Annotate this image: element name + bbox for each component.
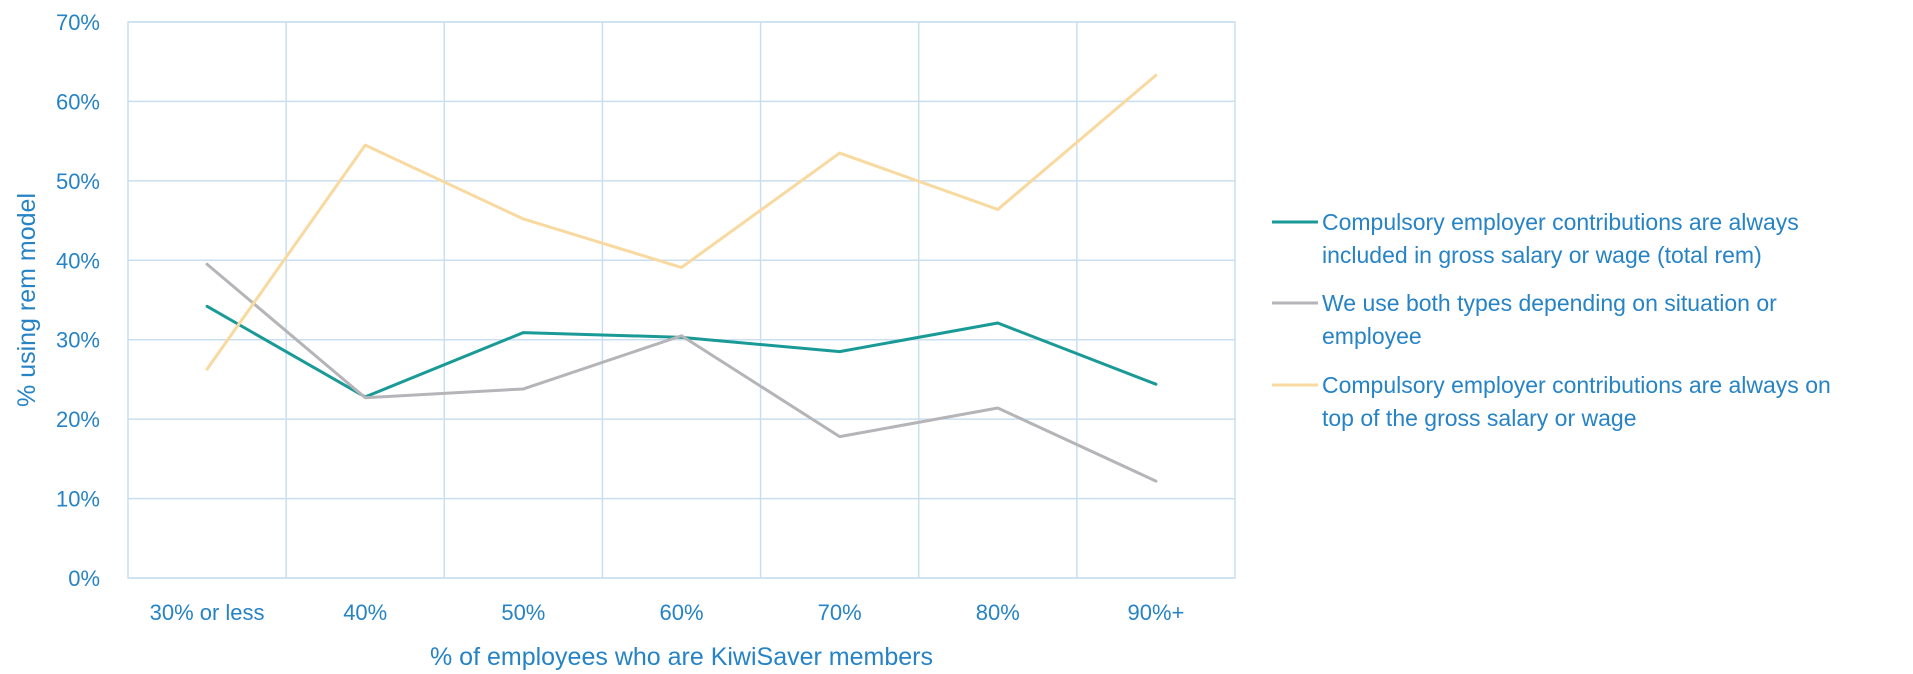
x-tick-label: 90%+ <box>1127 600 1184 625</box>
series-line-2 <box>205 262 1158 483</box>
legend-label-1: Compulsory employer contributions are al… <box>1322 209 1799 235</box>
x-tick-label: 50% <box>501 600 545 625</box>
y-tick-label: 0% <box>68 566 100 591</box>
y-tick-label: 30% <box>56 328 100 353</box>
x-tick-label: 70% <box>818 600 862 625</box>
series-lines <box>205 73 1158 483</box>
x-tick-label: 60% <box>659 600 703 625</box>
plot-area-border <box>127 21 1236 579</box>
legend-label-3: Compulsory employer contributions are al… <box>1322 372 1831 398</box>
x-axis-ticks: 30% or less 40% 50% 60% 70% 80% 90%+ <box>150 600 1185 625</box>
x-tick-label: 40% <box>343 600 387 625</box>
x-axis-title: % of employees who are KiwiSaver members <box>430 643 933 671</box>
legend: Compulsory employer contributions are al… <box>1272 209 1831 431</box>
legend-label-2: employee <box>1322 323 1422 349</box>
legend-label-3: top of the gross salary or wage <box>1322 405 1637 431</box>
gridlines <box>127 21 1236 579</box>
legend-label-2: We use both types depending on situation… <box>1322 290 1777 316</box>
x-tick-label: 30% or less <box>150 600 265 625</box>
y-axis-ticks: 0% 10% 20% 30% 40% 50% 60% 70% <box>56 10 100 591</box>
y-tick-label: 40% <box>56 248 100 273</box>
y-tick-label: 20% <box>56 407 100 432</box>
y-axis-title: % using rem model <box>13 193 41 407</box>
y-tick-label: 70% <box>56 10 100 35</box>
y-tick-label: 50% <box>56 169 100 194</box>
series-line-3 <box>205 73 1158 371</box>
x-tick-label: 80% <box>976 600 1020 625</box>
y-tick-label: 60% <box>56 89 100 114</box>
legend-label-1: included in gross salary or wage (total … <box>1322 242 1762 268</box>
y-tick-label: 10% <box>56 487 100 512</box>
